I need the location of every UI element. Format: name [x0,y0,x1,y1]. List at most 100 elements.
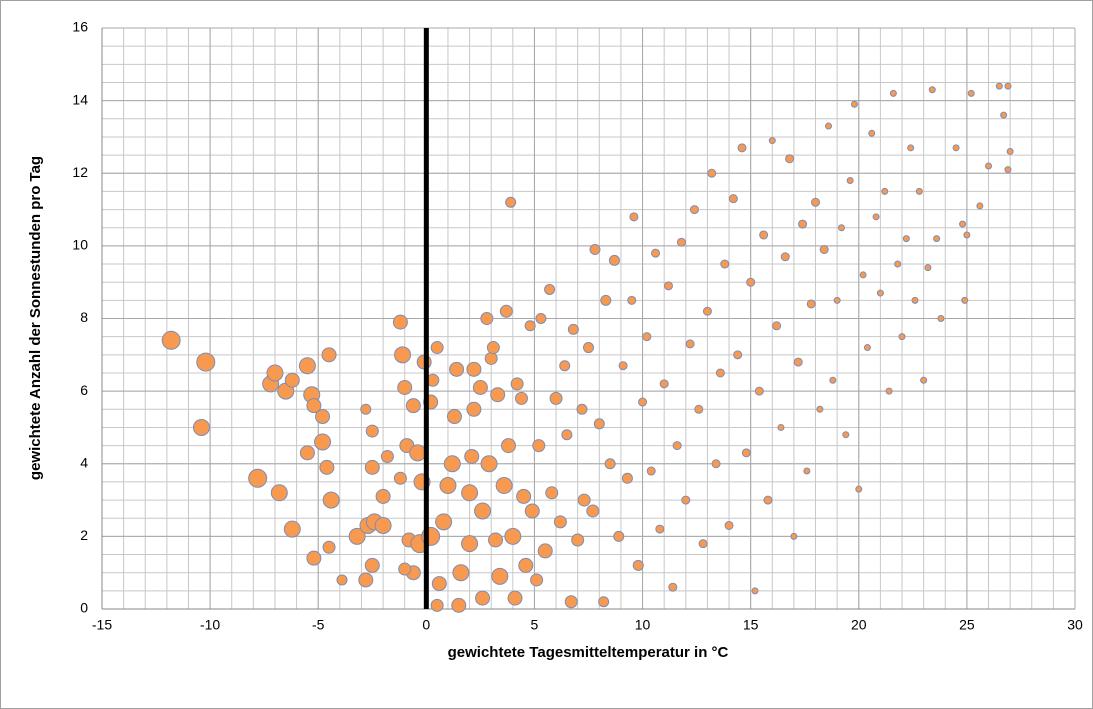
bubble [803,467,811,475]
bubble [985,162,993,170]
bubble [593,418,605,430]
bubble [451,597,467,613]
bubble [472,379,488,395]
bubble [868,129,876,137]
bubble [627,295,637,305]
bubble [446,409,462,425]
bubble [564,595,578,609]
bubble [248,468,268,488]
marks [161,82,1014,613]
bubble [510,377,524,391]
bubble [751,587,759,595]
bubble [920,376,928,384]
bubble [613,530,625,542]
bubble [364,557,380,573]
y-tick-label: 6 [80,382,88,398]
bubble [430,598,444,612]
x-tick-label: 10 [635,617,651,633]
bubble [589,244,601,256]
bubble [315,409,331,425]
bubble [306,550,322,566]
bubble [959,220,967,228]
bubble [768,137,776,145]
bubble [655,524,665,534]
bubble [490,387,506,403]
bubble [524,320,536,332]
bubble [689,205,699,215]
grid [101,27,1076,610]
bubble [737,143,747,153]
bubble [793,357,803,367]
bubble [659,379,669,389]
bubble [283,520,301,538]
bubble [711,459,721,469]
bubble [392,314,408,330]
bubble [571,533,585,547]
bubble [806,299,816,309]
bubble [889,89,897,97]
x-tick-label: 30 [1067,617,1083,633]
bubble [618,361,628,371]
bubble [500,438,516,454]
bubble [516,488,532,504]
bubble [819,245,829,255]
bubble [488,532,504,548]
bubble [651,248,661,258]
bubble [306,398,322,414]
bubble [576,403,588,415]
bubble [746,277,756,287]
x-tick-label: 0 [422,617,430,633]
bubble [911,296,919,304]
y-tick-label: 16 [72,19,88,35]
bubble [480,455,498,473]
bubble [535,313,547,324]
bubble [348,527,366,545]
bubble [694,404,704,414]
bubble [933,235,941,243]
x-tick-label: 15 [743,617,759,633]
bubble [668,582,678,592]
bubble [431,576,447,592]
bubble [505,196,517,208]
bubble [855,485,863,493]
bubble [532,439,546,453]
bubble [1000,111,1008,119]
bubble [995,82,1003,90]
x-tick-label: 25 [959,617,975,633]
x-tick-label: 20 [851,617,867,633]
bubble [894,260,902,268]
bubble [443,455,461,473]
bubble [398,562,412,576]
bubble [685,339,695,349]
bubble [604,458,616,470]
bubble [375,488,391,504]
bubble [270,484,288,502]
bubble [319,459,335,475]
x-axis-title: gewichtete Tagesmitteltemperatur in °C [448,644,729,661]
bubble [825,122,833,130]
bubble [374,516,392,534]
bubble [409,444,427,462]
bubble [474,502,492,520]
y-tick-label: 10 [72,237,88,253]
y-axis-title: gewichtete Anzahl der Sonnestunden pro T… [27,156,44,480]
bubble [553,515,567,529]
bubble [785,154,795,164]
y-tick-label: 8 [80,309,88,325]
bubble [698,539,708,549]
bubble [499,304,513,318]
bubble [336,574,348,586]
bubble [430,341,444,355]
bubble [863,344,871,352]
bubble [642,332,652,342]
bubble [461,484,479,502]
bubble [495,477,513,495]
bubble [850,100,858,108]
bubble [321,347,337,363]
bubble [646,466,656,476]
bubble [811,197,821,207]
bubble [638,397,648,407]
bubble [733,350,743,360]
bubble [963,231,971,239]
